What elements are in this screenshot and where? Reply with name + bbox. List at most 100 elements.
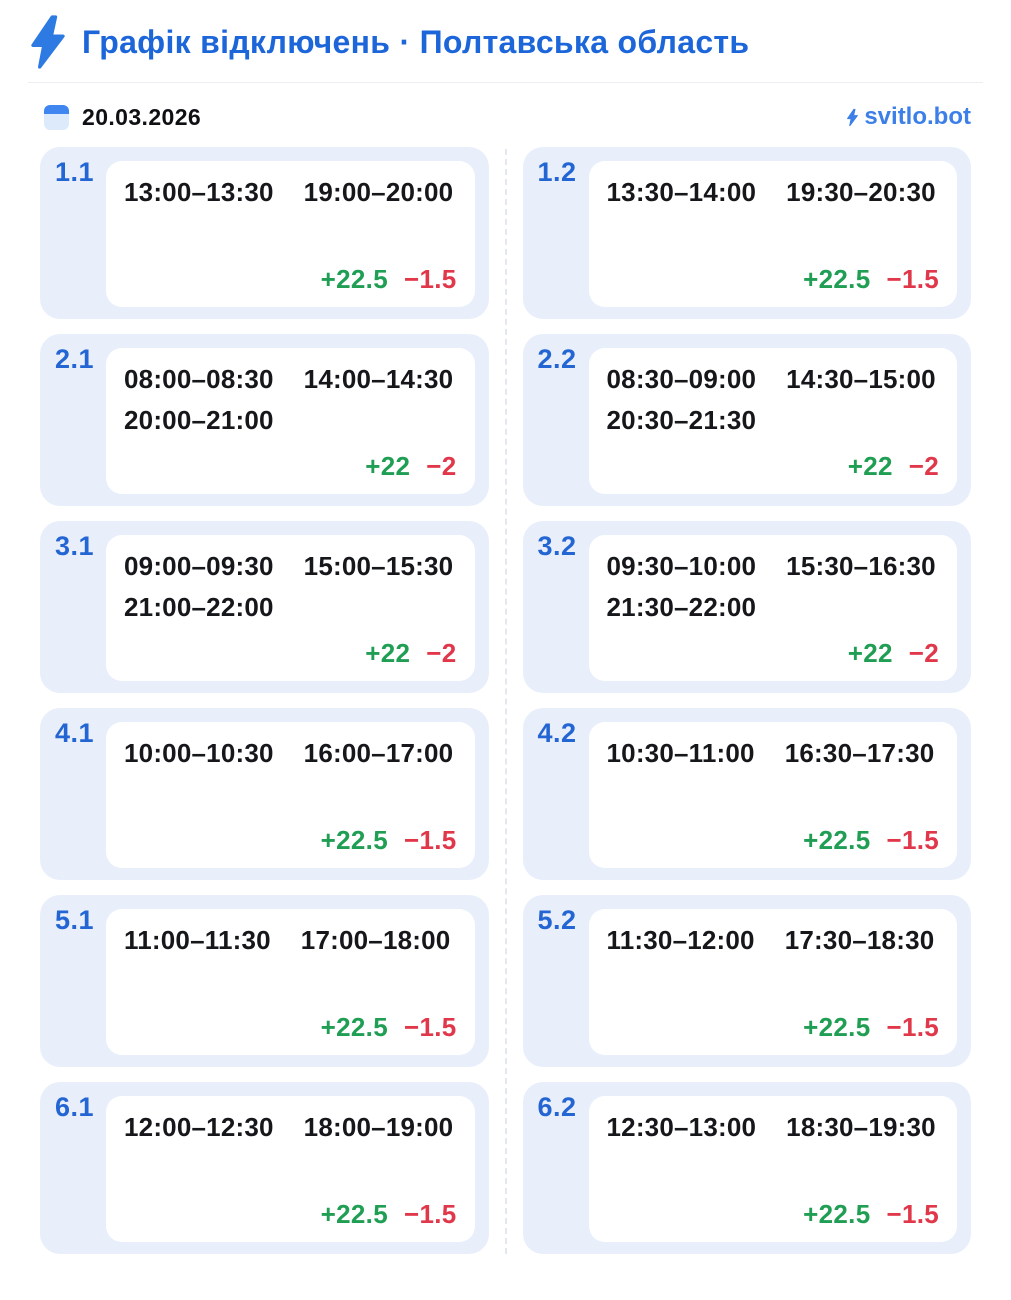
card-body: 09:30–10:00 15:30–16:30 21:30–22:00 +22 −2 [588,535,957,681]
card-body: 08:30–09:00 14:30–15:00 20:30–21:30 +22 −2 [588,348,957,494]
hours-with-power: +22.5 [803,1012,871,1042]
calendar-icon [44,104,69,130]
page-header: Графік відключень · Полтавська область [0,0,1011,76]
date-display: 20.03.2026 [44,104,201,131]
page-title: Графік відключень · Полтавська область [82,23,750,60]
schedule-card: 3.2 09:30–10:00 15:30–16:30 21:30–22:00 +2… [522,521,971,693]
outage-intervals: 11:30–12:00 17:30–18:30 [607,922,940,959]
time-interval: 10:30–11:00 [606,738,755,768]
group-id: 3.1 [55,531,95,561]
hours-without-power: −1.5 [403,825,457,855]
power-stats: +22 −2 [848,638,939,669]
time-interval: 09:30–10:00 [606,551,757,581]
schedule-grid: 1.1 13:00–13:30 19:00–20:00 +22.5 −1.5 2.… [0,147,1011,1254]
column-divider [504,149,507,1254]
group-id: 2.2 [537,344,577,374]
schedule-card: 6.1 12:00–12:30 18:00–19:00 +22.5 −1.5 [40,1082,489,1254]
hours-with-power: +22 [365,451,411,481]
hours-without-power: −1.5 [886,264,939,294]
card-body: 13:00–13:30 19:00–20:00 +22.5 −1.5 [106,161,475,307]
time-interval: 13:00–13:30 [124,177,274,207]
time-interval: 15:30–16:30 [786,551,936,581]
schedule-card: 1.1 13:00–13:30 19:00–20:00 +22.5 −1.5 [40,147,489,319]
outage-intervals: 11:00–11:30 17:00–18:00 [124,922,457,959]
group-id: 6.1 [55,1092,95,1122]
schedule-card: 3.1 09:00–09:30 15:00–15:30 21:00–22:00 +2… [40,521,489,693]
lightning-icon [31,15,65,69]
schedule-card: 2.1 08:00–08:30 14:00–14:30 20:00–21:00 +2… [40,334,489,506]
time-interval: 14:30–15:00 [786,364,936,394]
header-divider [28,82,983,83]
hours-with-power: +22.5 [320,825,388,855]
schedule-card: 6.2 12:30–13:00 18:30–19:30 +22.5 −1.5 [522,1082,971,1254]
hours-with-power: +22.5 [320,264,388,294]
card-body: 11:00–11:30 17:00–18:00 +22.5 −1.5 [106,909,475,1055]
time-interval: 18:00–19:00 [303,1112,454,1142]
card-body: 12:30–13:00 18:30–19:30 +22.5 −1.5 [588,1096,957,1242]
time-interval: 17:00–18:00 [300,925,451,955]
brand-link[interactable]: svitlo.bot [846,103,971,131]
hours-without-power: −2 [426,638,457,668]
time-interval: 15:00–15:30 [303,551,454,581]
time-interval: 20:00–21:00 [124,405,274,435]
power-stats: +22.5 −1.5 [321,264,457,295]
time-interval: 09:00–09:30 [124,551,274,581]
power-stats: +22.5 −1.5 [321,825,457,856]
time-interval: 21:00–22:00 [124,592,274,622]
schedule-card: 1.2 13:30–14:00 19:30–20:30 +22.5 −1.5 [522,147,971,319]
outage-intervals: 13:30–14:00 19:30–20:30 [607,174,940,211]
lightning-icon [847,108,859,126]
group-id: 3.2 [537,531,577,561]
outage-intervals: 10:00–10:30 16:00–17:00 [124,735,457,772]
hours-without-power: −2 [908,451,939,481]
outage-intervals: 08:30–09:00 14:30–15:00 20:30–21:30 [607,361,940,439]
card-body: 11:30–12:00 17:30–18:30 +22.5 −1.5 [588,909,957,1055]
time-interval: 16:00–17:00 [303,738,454,768]
schedule-card: 5.1 11:00–11:30 17:00–18:00 +22.5 −1.5 [40,895,489,1067]
hours-without-power: −1.5 [403,1012,457,1042]
power-stats: +22 −2 [365,638,456,669]
outage-intervals: 12:30–13:00 18:30–19:30 [607,1109,940,1146]
time-interval: 08:30–09:00 [606,364,757,394]
outage-intervals: 13:00–13:30 19:00–20:00 [124,174,457,211]
power-stats: +22.5 −1.5 [321,1012,457,1043]
schedule-card: 4.1 10:00–10:30 16:00–17:00 +22.5 −1.5 [40,708,489,880]
hours-without-power: −1.5 [886,825,939,855]
schedule-card: 2.2 08:30–09:00 14:30–15:00 20:30–21:30 +2… [522,334,971,506]
schedule-card: 5.2 11:30–12:00 17:30–18:30 +22.5 −1.5 [522,895,971,1067]
hours-with-power: +22.5 [320,1012,388,1042]
hours-without-power: −2 [908,638,939,668]
outage-intervals: 10:30–11:00 16:30–17:30 [607,735,940,772]
schedule-card: 4.2 10:30–11:00 16:30–17:30 +22.5 −1.5 [522,708,971,880]
card-body: 12:00–12:30 18:00–19:00 +22.5 −1.5 [106,1096,475,1242]
power-stats: +22.5 −1.5 [803,1199,939,1230]
outage-intervals: 09:30–10:00 15:30–16:30 21:30–22:00 [607,548,940,626]
card-body: 10:00–10:30 16:00–17:00 +22.5 −1.5 [106,722,475,868]
outage-intervals: 08:00–08:30 14:00–14:30 20:00–21:00 [124,361,457,439]
hours-with-power: +22.5 [803,825,871,855]
time-interval: 14:00–14:30 [303,364,454,394]
hours-with-power: +22 [847,638,893,668]
group-id: 1.2 [537,157,577,187]
group-id: 2.1 [55,344,95,374]
hours-without-power: −1.5 [403,1199,457,1229]
hours-with-power: +22.5 [803,264,871,294]
power-stats: +22 −2 [365,451,456,482]
card-body: 10:30–11:00 16:30–17:30 +22.5 −1.5 [588,722,957,868]
hours-without-power: −1.5 [886,1199,939,1229]
group-id: 6.2 [537,1092,577,1122]
hours-with-power: +22 [365,638,411,668]
schedule-column-left: 1.1 13:00–13:30 19:00–20:00 +22.5 −1.5 2.… [40,147,489,1254]
hours-without-power: −1.5 [886,1012,939,1042]
time-interval: 19:30–20:30 [786,177,936,207]
hours-without-power: −1.5 [403,264,457,294]
group-id: 1.1 [55,157,95,187]
time-interval: 21:30–22:00 [606,592,757,622]
power-stats: +22.5 −1.5 [321,1199,457,1230]
outage-intervals: 09:00–09:30 15:00–15:30 21:00–22:00 [124,548,457,626]
schedule-column-right: 1.2 13:30–14:00 19:30–20:30 +22.5 −1.5 2.… [522,147,971,1254]
time-interval: 18:30–19:30 [786,1112,936,1142]
card-body: 09:00–09:30 15:00–15:30 21:00–22:00 +22 −2 [106,535,475,681]
power-stats: +22 −2 [848,451,939,482]
